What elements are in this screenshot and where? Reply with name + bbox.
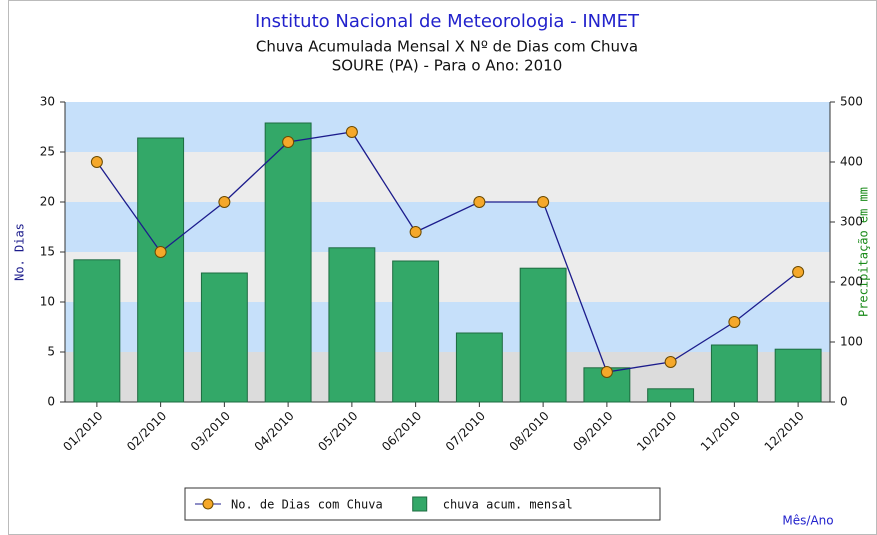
- chart-subtitle: Chuva Acumulada Mensal X Nº de Dias com …: [256, 38, 638, 56]
- y2-tick-label: 400: [840, 155, 863, 169]
- plot-band: [65, 352, 830, 402]
- y-tick-label: 20: [40, 195, 55, 209]
- marker: [728, 316, 741, 328]
- y-tick-label: 0: [47, 395, 55, 409]
- x-axis-label: Mês/Ano: [782, 514, 833, 528]
- legend-label: No. de Dias com Chuva: [231, 498, 383, 512]
- marker: [218, 196, 231, 208]
- marker: [154, 246, 167, 258]
- y2-tick-label: 0: [840, 395, 848, 409]
- y-axis-label: No. Dias: [13, 223, 27, 281]
- marker: [600, 366, 613, 378]
- chart-title: Instituto Nacional de Meteorologia - INM…: [255, 11, 640, 32]
- marker: [664, 356, 677, 368]
- y-tick-label: 5: [47, 345, 55, 359]
- legend-swatch: [202, 498, 214, 510]
- marker: [792, 266, 805, 278]
- bar: [328, 247, 376, 403]
- y2-tick-label: 200: [840, 275, 863, 289]
- plot-band: [65, 102, 830, 152]
- plot-band: [65, 302, 830, 352]
- bar: [264, 122, 312, 403]
- y-tick-label: 15: [40, 245, 55, 259]
- plot-band: [65, 252, 830, 302]
- bar: [392, 260, 440, 403]
- line: [96, 131, 799, 373]
- plot-band: [65, 152, 830, 202]
- bar: [73, 259, 121, 403]
- marker: [537, 196, 550, 208]
- marker: [409, 226, 422, 238]
- bar: [710, 344, 758, 403]
- bar: [774, 348, 822, 403]
- bar: [519, 267, 567, 403]
- bar: [200, 272, 248, 403]
- y2-tick-label: 100: [840, 335, 863, 349]
- marker: [345, 126, 358, 138]
- marker: [282, 136, 295, 148]
- y-tick-label: 10: [40, 295, 55, 309]
- bar: [647, 388, 695, 403]
- legend-swatch: [412, 496, 428, 512]
- y2-axis-label: Precipitação em mm: [857, 187, 871, 317]
- y2-tick-label: 300: [840, 215, 863, 229]
- chart-subtitle: SOURE (PA) - Para o Ano: 2010: [332, 57, 563, 75]
- bar: [137, 137, 185, 403]
- y-tick-label: 30: [40, 95, 55, 109]
- marker: [90, 156, 103, 168]
- y-tick-label: 25: [40, 145, 55, 159]
- bar: [455, 332, 503, 403]
- y2-tick-label: 500: [840, 95, 863, 109]
- legend-label: chuva acum. mensal: [443, 498, 573, 512]
- marker: [473, 196, 486, 208]
